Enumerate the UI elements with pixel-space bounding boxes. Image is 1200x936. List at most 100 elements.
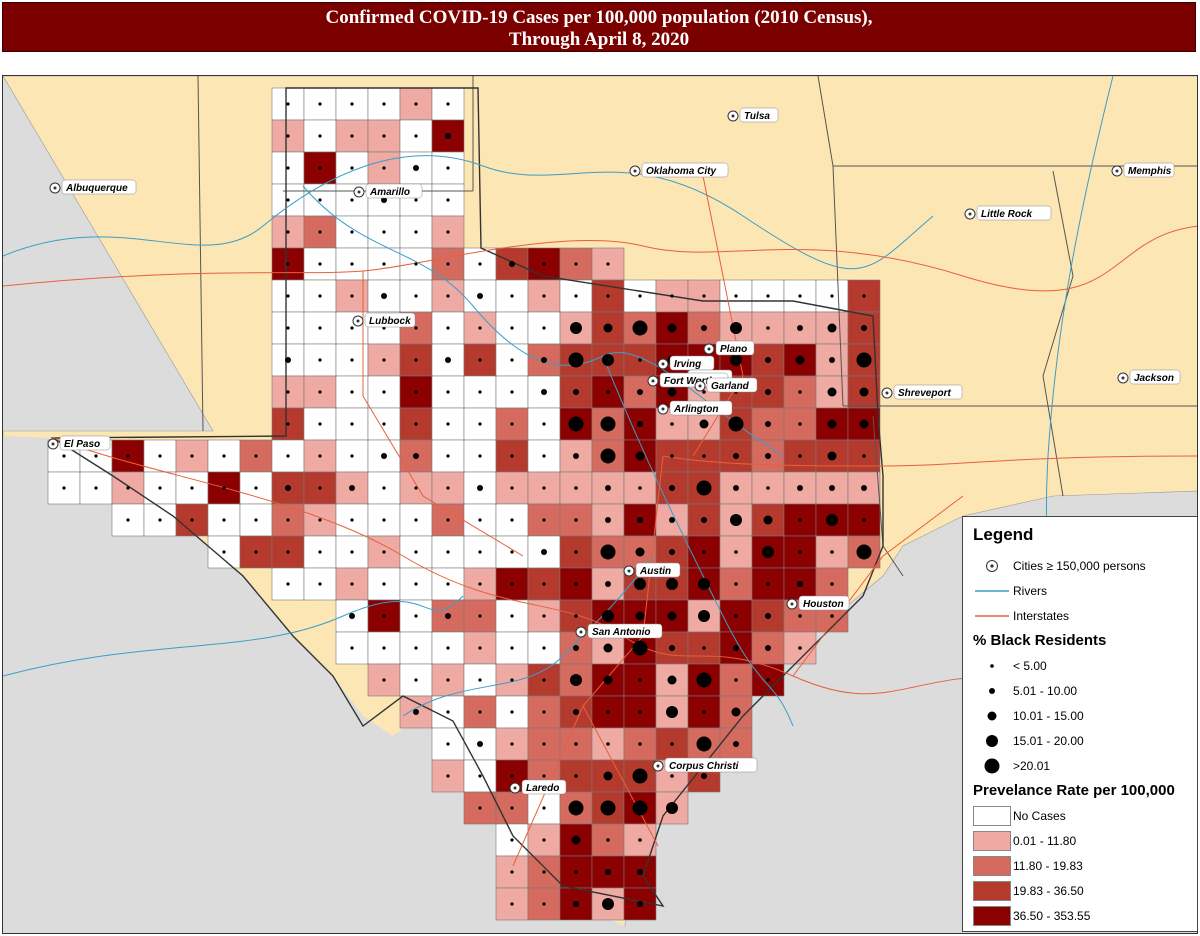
river-0 <box>3 155 934 270</box>
black-residents-dot <box>571 835 581 845</box>
city-label-background <box>587 623 663 639</box>
black-residents-dot <box>859 387 869 397</box>
black-residents-dot <box>765 613 771 619</box>
city-garland[interactable]: Garland <box>694 377 758 393</box>
black-residents-dot <box>733 741 739 747</box>
city-marker-center <box>651 379 655 383</box>
black-residents-dot <box>478 262 482 266</box>
black-residents-dot <box>509 261 515 267</box>
black-residents-dot <box>862 294 866 298</box>
black-residents-dot <box>190 486 194 490</box>
black-residents-dot <box>541 389 547 395</box>
black-residents-dot <box>510 390 514 394</box>
city-marker-center <box>656 764 660 768</box>
black-residents-dot <box>600 800 616 816</box>
city-label: Tulsa <box>744 111 770 122</box>
black-residents-dot <box>446 646 450 650</box>
black-residents-dot <box>254 550 258 554</box>
black-residents-dot <box>574 262 578 266</box>
city-shreveport[interactable]: Shreveport <box>881 384 963 400</box>
black-residents-dot <box>542 902 546 906</box>
city-san-antonio[interactable]: San Antonio <box>575 623 663 639</box>
city-oklahoma-city[interactable]: Oklahoma City <box>629 162 729 178</box>
city-jackson[interactable]: Jackson <box>1117 369 1181 385</box>
legend-black-row-0: < 5.00 <box>971 653 1189 678</box>
city-lubbock[interactable]: Lubbock <box>352 312 416 328</box>
black-residents-dot <box>573 389 579 395</box>
city-laredo[interactable]: Laredo <box>509 779 567 795</box>
black-residents-dot <box>573 901 579 907</box>
city-corpus-christi[interactable]: Corpus Christi <box>652 757 758 773</box>
black-residents-dot <box>632 768 648 784</box>
city-label-background <box>739 107 779 123</box>
city-arlington[interactable]: Arlington <box>657 400 733 416</box>
black-residents-dot <box>670 422 674 426</box>
black-residents-dot <box>797 581 803 587</box>
black-residents-dot <box>666 578 678 590</box>
city-marker-center <box>661 362 665 366</box>
city-label-background <box>635 562 681 578</box>
black-residents-dot <box>798 390 802 394</box>
black-residents-dot <box>446 166 450 170</box>
black-residents-dot <box>605 581 611 587</box>
black-residents-dot <box>478 678 482 682</box>
black-residents-dot <box>350 294 354 298</box>
black-residents-dot <box>446 294 450 298</box>
city-amarillo[interactable]: Amarillo <box>353 183 423 199</box>
black-residents-dot <box>318 326 322 330</box>
river-3 <box>602 355 794 727</box>
black-residents-dot <box>542 838 546 842</box>
black-residents-dot <box>350 358 354 362</box>
city-label: Oklahoma City <box>646 166 716 177</box>
black-residents-dot <box>446 550 450 554</box>
city-houston[interactable]: Houston <box>786 595 850 611</box>
black-residents-dot <box>350 582 354 586</box>
black-residents-dot <box>414 358 418 362</box>
city-label-background <box>664 757 758 773</box>
city-plano[interactable]: Plano <box>703 340 755 356</box>
black-residents-dot <box>574 486 578 490</box>
map-frame[interactable]: Albuquerque Tulsa Oklahoma City Memphis Litt… <box>2 75 1198 934</box>
city-tulsa[interactable]: Tulsa <box>727 107 779 123</box>
city-label: Austin <box>639 566 671 577</box>
black-residents-dot <box>696 672 712 688</box>
black-residents-dot <box>349 613 355 619</box>
map-title-line-2: Through April 8, 2020 <box>508 29 690 50</box>
black-residents-dot <box>765 389 771 395</box>
legend-rivers-label: Rivers <box>1013 583 1048 598</box>
black-residents-dot <box>637 389 643 395</box>
black-residents-dot <box>830 582 834 586</box>
black-residents-dot <box>446 262 450 266</box>
black-residents-dot <box>669 517 675 523</box>
black-residents-dot <box>606 742 610 746</box>
black-residents-dot <box>765 357 771 363</box>
city-irving[interactable]: Irving <box>657 355 715 371</box>
black-residents-dot <box>382 134 386 138</box>
black-residents-dot <box>827 387 837 397</box>
city-memphis[interactable]: Memphis <box>1111 162 1175 178</box>
black-residents-dot <box>285 485 291 491</box>
black-residents-dot <box>318 550 322 554</box>
black-residents-dot <box>510 742 514 746</box>
black-residents-dot <box>666 802 678 814</box>
black-residents-dot <box>830 294 834 298</box>
city-label: Fort Worth <box>664 376 715 387</box>
black-residents-dot <box>510 806 514 810</box>
black-residents-dot <box>478 358 482 362</box>
black-residents-dot <box>510 582 514 586</box>
black-residents-dot <box>413 709 419 715</box>
city-marker-center <box>731 114 735 118</box>
black-residents-dot <box>602 610 614 622</box>
city-el-paso[interactable]: El Paso <box>47 435 111 451</box>
black-residents-dot <box>542 774 546 778</box>
black-residents-dot <box>542 454 546 458</box>
city-austin[interactable]: Austin <box>623 562 681 578</box>
city-albuquerque[interactable]: Albuquerque <box>49 179 137 195</box>
black-residents-dot <box>574 742 578 746</box>
black-residents-dot <box>573 645 579 651</box>
city-little-rock[interactable]: Little Rock <box>964 205 1052 221</box>
black-residents-dot <box>696 480 712 496</box>
black-residents-dot <box>669 549 675 555</box>
texas-map[interactable]: Albuquerque Tulsa Oklahoma City Memphis Litt… <box>3 76 1198 934</box>
county-212 <box>207 535 241 569</box>
